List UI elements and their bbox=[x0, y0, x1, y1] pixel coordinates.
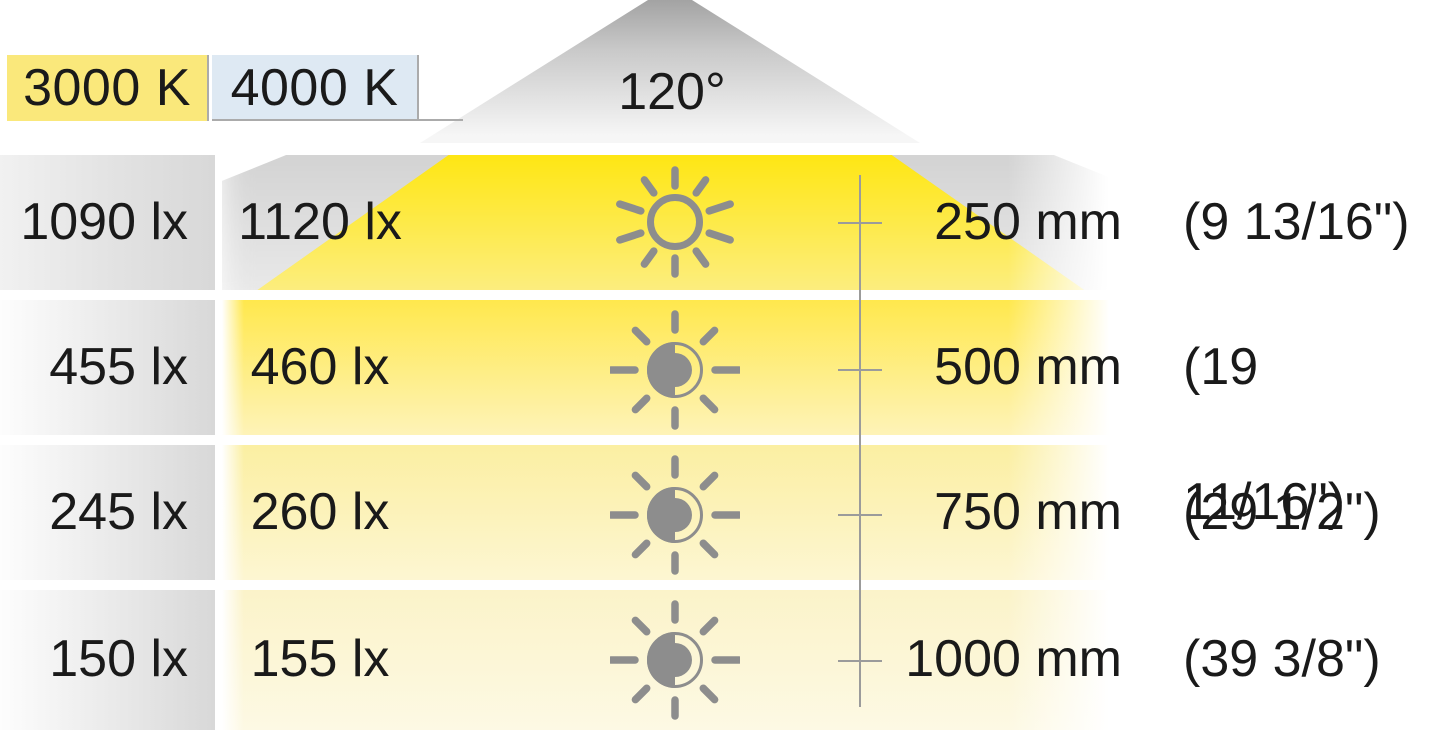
band-right-fade bbox=[1008, 300, 1118, 435]
tick-500mm bbox=[838, 369, 882, 371]
distance-mm: 500 mm bbox=[934, 338, 1122, 396]
distance-inch: (9 13/16") bbox=[1183, 193, 1410, 251]
band-right-fade bbox=[1008, 445, 1118, 580]
band-left-fade bbox=[222, 300, 244, 435]
sun-half-brightness-icon bbox=[607, 450, 743, 580]
lux-4000k-value: 1120 lx bbox=[238, 193, 402, 251]
gray-cell-row3 bbox=[0, 445, 215, 580]
distance-inch: (29 1/2") bbox=[1183, 483, 1381, 541]
distance-inch: (19 11/16") bbox=[1183, 338, 1346, 531]
distance-mm: 1000 mm bbox=[905, 630, 1122, 688]
sun-half-brightness-icon bbox=[607, 595, 743, 725]
tab-3000k: 3000 K bbox=[7, 55, 209, 121]
gray-cell-row2 bbox=[0, 300, 215, 435]
beam-band-row1 bbox=[222, 155, 1118, 290]
beam-angle-label: 120° bbox=[618, 63, 726, 121]
measuring-line bbox=[859, 175, 861, 707]
band-right-fade bbox=[1008, 590, 1118, 730]
band-left-fade bbox=[222, 445, 244, 580]
distance-mm: 250 mm bbox=[934, 193, 1122, 251]
distance-mm: 750 mm bbox=[934, 483, 1122, 541]
sun-full-brightness-icon bbox=[610, 157, 740, 287]
band-left-fade bbox=[222, 590, 244, 730]
tick-1000mm bbox=[838, 660, 882, 662]
tick-750mm bbox=[838, 514, 882, 516]
band-right-fade bbox=[1008, 155, 1118, 290]
lux-4000k-value: 260 lx bbox=[250, 483, 390, 541]
tab-3000k-label: 3000 K bbox=[23, 59, 191, 117]
lux-4000k-value: 460 lx bbox=[250, 338, 390, 396]
distance-inch: (39 3/8") bbox=[1183, 630, 1381, 688]
tab-underline bbox=[212, 119, 463, 121]
gray-cell-row4 bbox=[0, 590, 215, 730]
gray-cell-row1 bbox=[0, 155, 215, 290]
lux-4000k-value: 155 lx bbox=[250, 630, 390, 688]
lux-3000k-value: 245 lx bbox=[49, 483, 188, 541]
sun-half-brightness-icon bbox=[607, 305, 743, 435]
beam-band-row3 bbox=[222, 445, 1118, 580]
lux-3000k-value: 150 lx bbox=[49, 630, 188, 688]
tab-4000k: 4000 K bbox=[212, 55, 419, 121]
tick-250mm bbox=[838, 222, 882, 224]
lux-3000k-value: 455 lx bbox=[49, 338, 188, 396]
tab-4000k-label: 4000 K bbox=[230, 59, 399, 117]
lux-3000k-value: 1090 lx bbox=[20, 193, 188, 251]
